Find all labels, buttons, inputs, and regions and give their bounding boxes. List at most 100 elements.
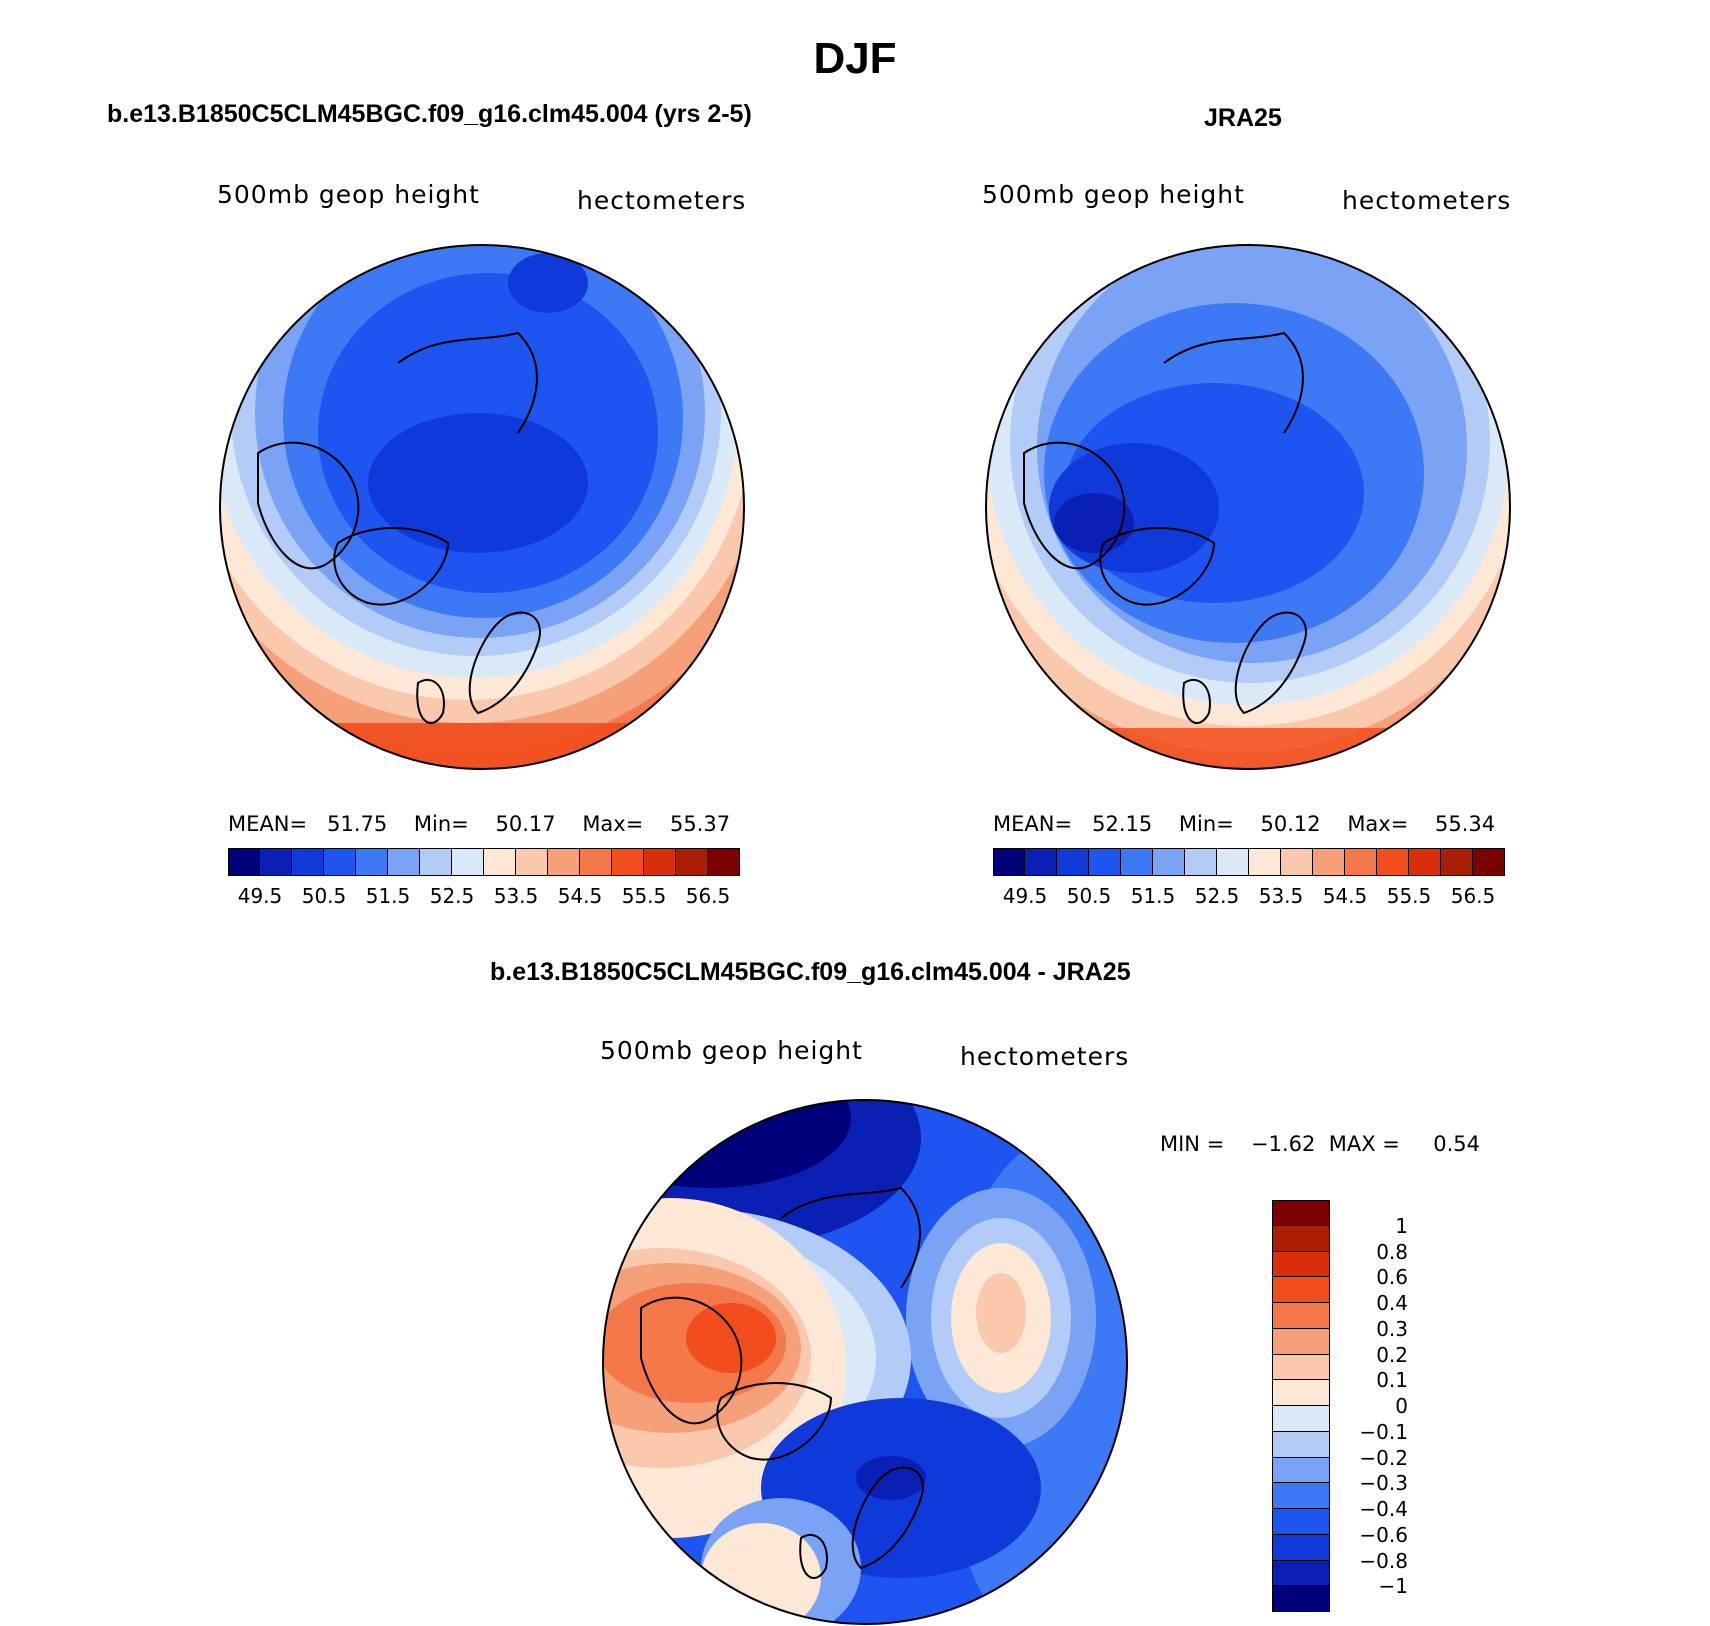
colorbar-swatch <box>1313 848 1345 876</box>
min-label: Min= <box>1178 812 1234 836</box>
coastline-path <box>851 1466 924 1570</box>
colorbar-swatch <box>1272 1354 1330 1381</box>
panel-obs-polar-map <box>985 244 1511 770</box>
panel-model-title: b.e13.B1850C5CLM45BGC.f09_g16.clm45.004 … <box>107 100 752 128</box>
colorbar-swatch <box>1185 848 1217 876</box>
colorbar-swatch <box>388 848 420 876</box>
colorbar-swatch <box>1249 848 1281 876</box>
colorbar-tick-label: −0.1 <box>1359 1419 1408 1444</box>
colorbar-swatch <box>1272 1534 1330 1561</box>
panel-diff-colorbar <box>1272 1200 1330 1612</box>
colorbar-swatch <box>1272 1509 1330 1535</box>
panel-diff-units-label: hectometers <box>960 1042 1130 1071</box>
colorbar-tick-label: 1 <box>1395 1213 1408 1238</box>
colorbar-tick-label: 50.5 <box>1066 884 1112 908</box>
map-boundary <box>985 244 1511 770</box>
colorbar-swatch <box>1272 1277 1330 1303</box>
max-value: 55.37 <box>670 812 731 836</box>
colorbar-swatch <box>452 848 484 876</box>
colorbar-tick-label: 49.5 <box>1002 884 1048 908</box>
colorbar-swatch <box>1272 1328 1330 1355</box>
panel-obs-title: JRA25 <box>1204 104 1282 132</box>
colorbar-swatch <box>1409 848 1441 876</box>
figure-title: DJF <box>813 34 897 83</box>
colorbar-swatch <box>1121 848 1153 876</box>
panel-diff-title: b.e13.B1850C5CLM45BGC.f09_g16.clm45.004 … <box>490 958 1131 986</box>
min-value: −1.62 <box>1251 1132 1316 1156</box>
colorbar-tick-label: 53.5 <box>493 884 539 908</box>
colorbar-swatch <box>1272 1457 1330 1484</box>
max-value: 55.34 <box>1435 812 1496 836</box>
colorbar-swatch <box>1272 1483 1330 1509</box>
colorbar-tick-label: 54.5 <box>557 884 603 908</box>
colorbar-swatch <box>644 848 676 876</box>
min-label: MIN = <box>1160 1132 1225 1156</box>
colorbar-swatch <box>548 848 580 876</box>
coastline-path <box>468 611 541 715</box>
colorbar-tick-label: −0.8 <box>1359 1548 1408 1573</box>
map-boundary <box>219 244 745 770</box>
colorbar-tick-label: 50.5 <box>301 884 347 908</box>
mean-value: 52.15 <box>1092 812 1153 836</box>
coastline-path <box>799 1533 828 1579</box>
colorbar-tick-label: 52.5 <box>1194 884 1240 908</box>
colorbar-swatch <box>676 848 708 876</box>
field-band <box>856 1456 926 1500</box>
colorbar-swatch <box>324 848 356 876</box>
colorbar-swatch <box>1089 848 1121 876</box>
min-label: Min= <box>413 812 469 836</box>
colorbar-swatch <box>993 848 1025 876</box>
panel-model-colorbar <box>228 848 740 876</box>
panel-model-colorbar-ticks: 49.5 50.5 51.5 52.5 53.5 54.5 55.5 56.5 <box>228 884 740 910</box>
colorbar-tick-label: 0.3 <box>1376 1316 1408 1341</box>
mean-label: MEAN= <box>993 812 1073 836</box>
colorbar-swatch <box>420 848 452 876</box>
colorbar-tick-label: 52.5 <box>429 884 475 908</box>
panel-obs-variable-label: 500mb geop height <box>982 180 1245 209</box>
colorbar-tick-label: −0.6 <box>1359 1522 1408 1547</box>
colorbar-swatch <box>1281 848 1313 876</box>
coastline-path <box>1163 331 1304 434</box>
field-band <box>686 1303 776 1373</box>
coastline-path <box>416 678 445 724</box>
coastline-path <box>1182 678 1211 724</box>
field-band <box>986 728 1510 769</box>
coastline-path <box>1099 527 1216 606</box>
panel-diff-polar-map <box>602 1099 1128 1625</box>
colorbar-tick-label: 49.5 <box>237 884 283 908</box>
colorbar-tick-label: 55.5 <box>1386 884 1432 908</box>
colorbar-tick-label: 0.6 <box>1376 1265 1408 1290</box>
colorbar-tick-label: 0.8 <box>1376 1239 1408 1264</box>
colorbar-swatch <box>708 848 740 876</box>
panel-obs-colorbar-ticks: 49.5 50.5 51.5 52.5 53.5 54.5 55.5 56.5 <box>993 884 1505 910</box>
colorbar-swatch <box>228 848 260 876</box>
panel-model-variable-label: 500mb geop height <box>217 180 480 209</box>
colorbar-swatch <box>1441 848 1473 876</box>
panel-model-units-label: hectometers <box>577 186 747 215</box>
panel-diff-colorbar-ticks: 1 0.8 0.6 0.4 0.3 0.2 0.1 0 −0.1 −0.2 −0.3 −0.4 −0.6… <box>1338 1200 1418 1612</box>
colorbar-tick-label: 0.1 <box>1376 1368 1408 1393</box>
colorbar-swatch <box>1272 1200 1330 1226</box>
panel-obs-stats: MEAN= 52.15 Min= 50.12 Max= 55.34 <box>993 812 1495 836</box>
max-label: Max= <box>582 812 644 836</box>
colorbar-swatch <box>1377 848 1409 876</box>
colorbar-swatch <box>1272 1225 1330 1252</box>
colorbar-swatch <box>1272 1251 1330 1278</box>
max-label: MAX = <box>1328 1132 1400 1156</box>
coastline-path <box>397 331 538 434</box>
colorbar-swatch <box>580 848 612 876</box>
colorbar-tick-label: 0.2 <box>1376 1342 1408 1367</box>
colorbar-swatch <box>1153 848 1185 876</box>
field-band <box>368 413 588 553</box>
colorbar-swatch <box>1272 1303 1330 1329</box>
coastline-path <box>640 1296 743 1425</box>
coastline-path <box>257 441 360 570</box>
mean-label: MEAN= <box>228 812 308 836</box>
colorbar-tick-label: 56.5 <box>1450 884 1496 908</box>
colorbar-swatch <box>612 848 644 876</box>
colorbar-swatch <box>484 848 516 876</box>
field-band <box>508 253 588 313</box>
colorbar-tick-label: 56.5 <box>685 884 731 908</box>
colorbar-tick-label: 54.5 <box>1322 884 1368 908</box>
colorbar-swatch <box>1272 1380 1330 1406</box>
